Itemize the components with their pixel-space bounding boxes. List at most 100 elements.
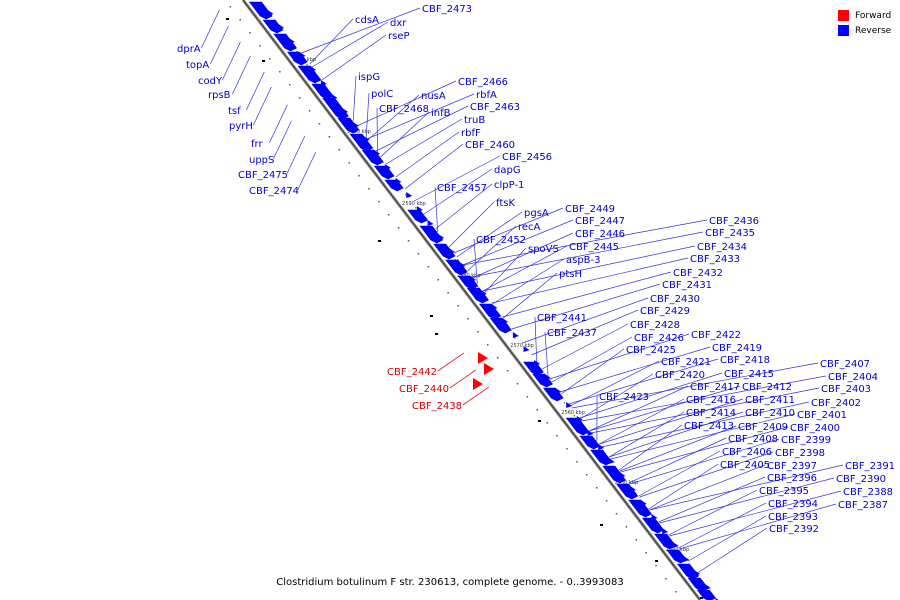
label-leader [649,464,766,511]
minor-tick [600,524,603,526]
minor-tick [397,227,400,229]
minor-tick [298,97,301,99]
gene-label: CBF_2430 [650,294,700,305]
label-leader [638,450,721,497]
gene-label: rpsB [208,90,231,101]
gene-label: tsf [228,106,241,117]
minor-tick [536,409,539,411]
label-leader [639,451,774,498]
label-leader [551,336,633,383]
label-leader [385,118,463,165]
gene-label: CBF_2388 [843,487,893,498]
label-leader [273,120,292,160]
gene-label: CBF_2403 [821,384,871,395]
forward-label-leader [462,386,490,406]
reverse-gene-arrow-tip [480,290,487,296]
gene-label: CBF_2394 [768,499,818,510]
gene-label: CBF_2400 [790,423,840,434]
label-leader [434,186,439,233]
gene-label: CBF_2466 [458,77,508,88]
minor-tick [407,240,410,242]
label-leader [649,464,844,511]
legend-forward-label: Forward [855,10,892,21]
label-leader [620,426,789,473]
label-leader [453,207,564,254]
legend-reverse-label: Reverse [855,25,892,36]
reverse-gene-arrow-tip [374,150,381,156]
label-leader [413,155,501,202]
label-leader [301,7,421,54]
label-leader [608,411,685,458]
minor-tick [655,565,657,567]
gene-label: ftsK [496,198,515,209]
minor-tick [576,461,578,463]
gene-label: CBF_2468 [379,104,429,115]
minor-tick [556,435,558,437]
gene-label: ptsH [559,269,582,280]
label-leader [648,463,719,510]
label-leader [570,360,660,407]
minor-tick [338,149,340,151]
label-leader [286,135,306,175]
label-leader [253,86,272,126]
reverse-gene-arrow-tip [363,136,370,142]
gene-label: CBF_2399 [781,435,831,446]
label-leader [560,348,625,395]
gene-label: ispG [358,72,380,83]
label-leader [688,515,767,562]
gene-label: CBF_2419 [712,343,762,354]
reverse-gene-arrow [466,287,489,304]
gene-label: CBF_2413 [684,421,734,432]
reverse-gene-arrow-tip [683,556,690,562]
reverse-gene-arrow-tip [672,542,679,548]
label-leader [491,257,689,304]
minor-tick [625,526,628,528]
label-leader [618,424,683,471]
label-leader [435,183,493,230]
gene-label: CBF_2432 [673,268,723,279]
label-leader [245,71,265,111]
gene-label: CBF_2474 [249,186,299,197]
reverse-gene-arrow-tip [278,24,285,30]
gene-label: CBF_2395 [759,486,809,497]
label-leader-lines [201,7,844,574]
reverse-gene-arrow [602,465,627,484]
gene-label: frr [251,139,263,150]
reverse-gene-arrow-tip [448,248,455,254]
minor-tick [279,71,281,73]
gene-label: CBF_2423 [599,392,649,403]
minor-tick [358,175,360,177]
minor-tick [496,357,499,359]
minor-tick [226,18,229,20]
label-leader [559,346,711,393]
reverse-gene-arrow-tip [459,262,466,268]
gene-label: uppS [249,155,274,166]
reverse-gene-arrow-tip [416,206,423,212]
label-leader [511,283,661,330]
gene-label: CBF_2405 [720,460,770,471]
reverse-gene-arrow [337,117,360,134]
reverse-gene-arrow-tip [523,346,530,352]
minor-tick [288,84,291,86]
label-leader [589,385,741,432]
gene-label: CBF_2412 [742,382,792,393]
gene-label: nusA [421,91,446,102]
legend: Forward Reverse [838,8,891,38]
gene-label: CBF_2449 [565,204,615,215]
reverse-gene-arrow-tip [384,164,391,170]
minor-tick [308,110,311,112]
label-leader [544,331,549,378]
reverse-gene-arrow-tip [320,80,327,86]
minor-tick [700,597,703,599]
gene-label: CBF_2414 [686,408,736,419]
gene-label: CBF_2429 [640,306,690,317]
gene-label: clpP-1 [494,180,524,191]
label-leader [581,375,827,422]
legend-forward: Forward [838,8,891,23]
reverse-gene-arrow-tip [598,444,605,450]
label-leader [395,131,460,178]
gene-label: CBF_2404 [828,372,878,383]
gene-label: CBF_2390 [836,474,886,485]
scale-tick-label: 2560 kbp [561,410,585,416]
